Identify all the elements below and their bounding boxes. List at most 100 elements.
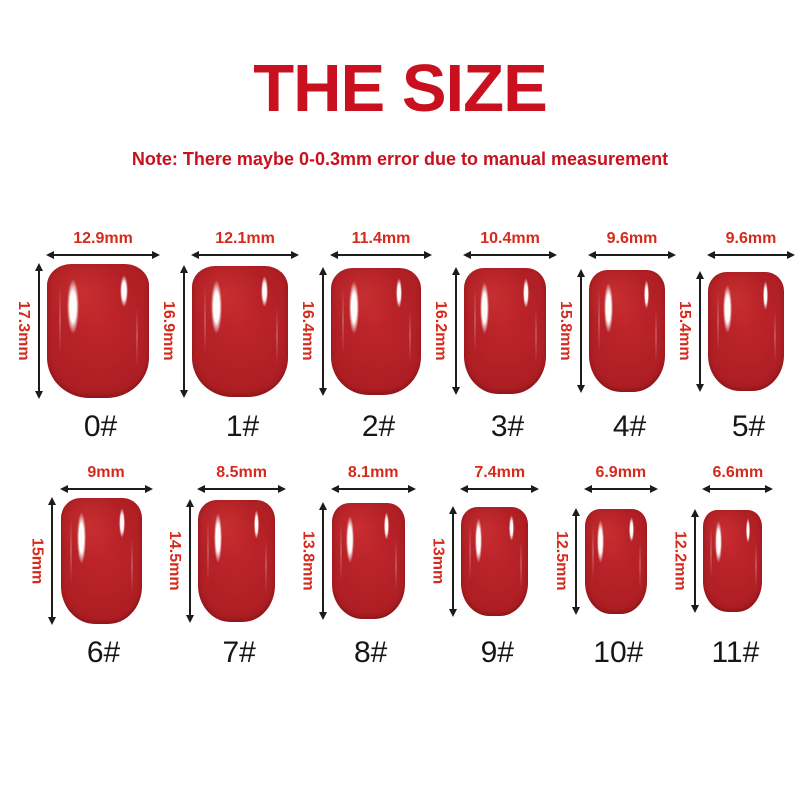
nail-streak-highlight: [70, 518, 73, 584]
nail-shine-highlight: [723, 284, 732, 334]
nail-shine-highlight: [253, 509, 259, 540]
width-measurement-group: 9mm: [61, 464, 152, 493]
nail-swatch: [198, 500, 276, 622]
nail-shine-highlight: [597, 520, 605, 564]
nail-streak-highlight: [774, 309, 777, 362]
width-measurement-group: 7.4mm: [461, 464, 538, 493]
width-arrow-icon: [703, 484, 772, 493]
width-arrow-icon: [464, 250, 556, 259]
nail-swatch: [461, 506, 529, 616]
width-measurement-label: 10.4mm: [480, 230, 540, 247]
width-measurement-group: 9.6mm: [708, 230, 794, 259]
height-measurement-label: 15.4mm: [676, 301, 693, 361]
width-arrow-line: [709, 253, 793, 256]
nail-swatch: [464, 268, 546, 394]
height-measurement-label: 13mm: [429, 537, 447, 585]
nail-size-id: 6#: [86, 636, 121, 669]
nail-measurement-group: 16.4mm: [298, 264, 421, 398]
height-arrow-line: [188, 501, 191, 621]
nail-size-cell: 12.9mm 17.3mm 0#: [14, 230, 159, 444]
width-arrow-line: [585, 487, 656, 490]
height-arrow-icon: [448, 507, 457, 616]
nail-streak-highlight: [655, 309, 658, 363]
width-measurement-label: 9.6mm: [725, 230, 777, 247]
nail-streak-highlight: [409, 308, 412, 364]
nail-shine-highlight: [67, 278, 79, 334]
width-arrow-line: [193, 253, 297, 256]
nail-size-cell: 6.9mm 12.5mm 10#: [552, 464, 657, 670]
nail-shine-highlight: [384, 512, 390, 541]
height-arrow-icon: [48, 498, 57, 624]
nail-streak-highlight: [131, 538, 134, 594]
width-measurement-label: 7.4mm: [474, 464, 526, 481]
nail-streak-highlight: [598, 289, 601, 353]
nail-streak-highlight: [135, 306, 138, 366]
height-measurement-label: 15.8mm: [557, 301, 574, 361]
nail-size-id: 11#: [711, 636, 760, 669]
nail-size-id: 5#: [731, 410, 766, 443]
nail-streak-highlight: [710, 526, 713, 580]
nail-shine-highlight: [509, 515, 515, 542]
height-arrow-icon: [34, 264, 43, 398]
nail-measurement-group: 14.5mm: [165, 498, 276, 624]
height-arrow-icon: [179, 266, 188, 397]
nail-shine-highlight: [604, 283, 613, 334]
nail-shine-highlight: [715, 521, 722, 564]
height-measurement-label: 16.2mm: [432, 301, 449, 361]
nail-shine-highlight: [629, 516, 634, 543]
measurement-note: Note: There maybe 0-0.3mm error due to m…: [131, 149, 669, 169]
nail-shine-highlight: [118, 508, 125, 539]
nail-shine-highlight: [76, 511, 86, 564]
nail-shine-highlight: [395, 277, 403, 309]
height-arrow-icon: [318, 268, 327, 395]
nail-streak-highlight: [59, 285, 62, 356]
nail-swatch: [703, 510, 763, 612]
width-measurement-label: 8.5mm: [216, 464, 267, 481]
nail-size-cell: 11.4mm 16.4mm 2#: [298, 230, 431, 444]
nail-swatch: [192, 265, 288, 397]
nail-size-id: 4#: [612, 410, 647, 443]
width-measurement-group: 8.1mm: [332, 464, 415, 493]
width-arrow-line: [61, 487, 151, 490]
nail-streak-highlight: [473, 288, 476, 354]
nail-swatch: [331, 267, 421, 395]
nail-shine-highlight: [213, 513, 222, 564]
nail-size-cell: 8.1mm 13.8mm 8#: [299, 464, 415, 670]
nail-shine-highlight: [261, 275, 268, 308]
nail-size-cell: 7.4mm 13mm 9#: [428, 464, 538, 670]
nail-streak-highlight: [638, 542, 641, 589]
nail-measurement-group: 13mm: [428, 498, 529, 624]
width-measurement-label: 11.4mm: [351, 230, 411, 247]
height-arrow-line: [321, 268, 324, 394]
width-measurement-group: 10.4mm: [464, 230, 556, 259]
nail-measurement-group: 17.3mm: [14, 264, 149, 398]
nail-size-id: 3#: [490, 410, 525, 443]
width-arrow-line: [332, 253, 430, 256]
nail-shine-highlight: [745, 518, 750, 543]
nail-measurement-group: 12.2mm: [670, 498, 763, 624]
nail-size-id: 8#: [354, 636, 388, 669]
height-arrow-icon: [572, 509, 581, 614]
height-arrow-line: [322, 504, 325, 618]
height-arrow-line: [451, 507, 454, 615]
nail-swatch: [331, 503, 405, 619]
nail-shine-highlight: [474, 518, 482, 564]
nail-size-id: 1#: [225, 410, 260, 443]
nail-swatch: [60, 498, 142, 624]
nail-shine-highlight: [523, 278, 529, 309]
nail-swatch: [47, 264, 149, 398]
nail-measurement-group: 15.4mm: [675, 264, 784, 398]
nail-measurement-group: 15mm: [28, 498, 142, 624]
height-measurement-label: 17.3mm: [15, 301, 32, 361]
width-arrow-icon: [589, 250, 675, 259]
nail-size-id: 0#: [83, 410, 118, 443]
height-arrow-line: [37, 265, 40, 397]
nail-size-cell: 9.6mm 15.4mm 5#: [675, 230, 794, 444]
nail-measurement-group: 16.2mm: [431, 264, 546, 398]
nail-shine-highlight: [346, 515, 355, 564]
nail-size-cell: 8.5mm 14.5mm 7#: [165, 464, 285, 670]
height-arrow-icon: [319, 503, 328, 619]
width-arrow-line: [590, 253, 674, 256]
nail-shine-highlight: [211, 279, 222, 334]
